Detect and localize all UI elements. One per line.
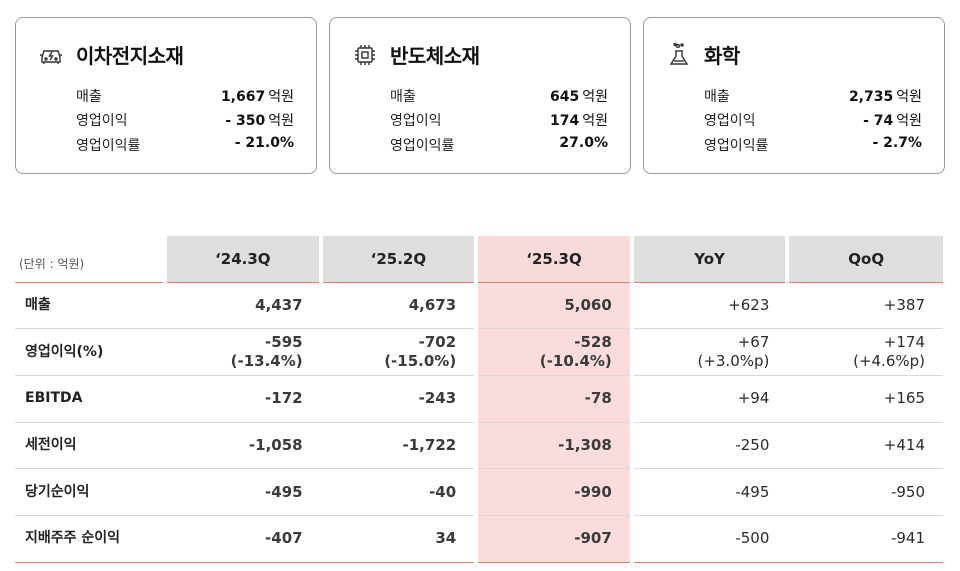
table-row: 매출 4,437 4,673 5,060 +623 +387 (15, 282, 943, 330)
table-cell: 4,673 (320, 282, 477, 330)
table-cell: -495 (165, 468, 321, 516)
card-row-operating-profit: 영업이익 - 74 억원 (704, 110, 922, 130)
row-value: - 350 억원 (225, 113, 294, 129)
row-label: 영업이익 (704, 113, 756, 129)
card-row-operating-margin: 영업이익률 - 2.7% (704, 135, 922, 155)
row-label: 매출 (76, 89, 102, 105)
table-cell: -1,058 (165, 422, 321, 470)
table-cell: -941 (787, 515, 943, 563)
card-row-operating-margin: 영업이익률 - 21.0% (76, 135, 294, 155)
table-cell: +414 (787, 422, 943, 470)
table-row: 당기순이익 -495 -40 -990 -495 -950 (15, 468, 943, 516)
row-label: 영업이익률 (390, 138, 455, 154)
table-cell: +94 (631, 375, 788, 423)
col-header-yoy: YoY (631, 236, 790, 283)
table-cell: +387 (787, 282, 943, 330)
col-header-24-3q: ‘24.3Q (165, 236, 323, 283)
table-cell: -950 (787, 468, 943, 516)
row-value: - 2.7% (872, 135, 922, 151)
table-cell: -243 (320, 375, 477, 423)
table-cell: -702 (-15.0%) (320, 328, 477, 376)
row-label: 매출 (390, 89, 416, 105)
card-row-revenue: 매출 1,667 억원 (76, 86, 294, 106)
flask-icon (669, 42, 689, 65)
row-value: 645 억원 (550, 89, 608, 105)
table-cell: -40 (320, 468, 477, 516)
chip-icon (355, 44, 375, 65)
table-cell: -1,722 (320, 422, 477, 470)
row-label: 영업이익률 (704, 138, 769, 154)
table-row: 영업이익(%) -595 (-13.4%) -702 (-15.0%) -528 (-10.… (15, 328, 943, 376)
row-label: 영업이익 (76, 113, 128, 129)
table-cell: -250 (631, 422, 788, 470)
table-cell: +174 (+4.6%p) (787, 328, 943, 376)
row-label: 지배주주 순이익 (15, 515, 165, 563)
table-row: 세전이익 -1,058 -1,722 -1,308 -250 +414 (15, 422, 943, 470)
segment-card-semiconductor: 반도체소재 매출 645 억원 영업이익 174 억원 영업이익률 27.0% (329, 17, 631, 174)
row-value: 2,735 억원 (848, 89, 922, 105)
card-title: 반도체소재 (390, 44, 480, 68)
unit-label: (단위 : 억원) (15, 236, 167, 283)
table-cell: -172 (165, 375, 321, 423)
card-row-operating-profit: 영업이익 174 억원 (390, 110, 608, 130)
row-value: 174 억원 (550, 113, 608, 129)
table-cell: -595 (-13.4%) (165, 328, 321, 376)
financial-table: (단위 : 억원) ‘24.3Q ‘25.2Q ‘25.3Q YoY QoQ 매… (15, 236, 943, 563)
table-row: 지배주주 순이익 -407 34 -907 -500 -941 (15, 515, 943, 563)
card-title: 화학 (704, 44, 740, 68)
row-value: - 21.0% (234, 135, 294, 151)
card-row-revenue: 매출 2,735 억원 (704, 86, 922, 106)
col-header-25-2q: ‘25.2Q (320, 236, 479, 283)
card-row-operating-margin: 영업이익률 27.0% (390, 135, 608, 155)
table-cell: 34 (320, 515, 477, 563)
row-label: 세전이익 (15, 422, 165, 470)
segment-card-chemical: 화학 매출 2,735 억원 영업이익 - 74 억원 영업이익률 - 2.7% (643, 17, 945, 174)
battery-car-icon (40, 49, 62, 64)
card-title: 이차전지소재 (76, 44, 184, 68)
row-label: 당기순이익 (15, 468, 165, 516)
table-cell: +67 (+3.0%p) (631, 328, 788, 376)
col-header-qoq: QoQ (787, 236, 943, 283)
table-cell: -500 (631, 515, 788, 563)
table-cell: -407 (165, 515, 321, 563)
row-value: - 74 억원 (863, 113, 922, 129)
row-label: 영업이익률 (76, 138, 141, 154)
segment-card-battery: 이차전지소재 매출 1,667 억원 영업이익 - 350 억원 영업이익률 - 2… (15, 17, 317, 174)
table-cell: -495 (631, 468, 788, 516)
table-cell: -907 (474, 515, 634, 563)
col-header-25-3q: ‘25.3Q (476, 236, 634, 283)
table-header-row: (단위 : 억원) ‘24.3Q ‘25.2Q ‘25.3Q YoY QoQ (15, 236, 943, 283)
table-row: EBITDA -172 -243 -78 +94 +165 (15, 375, 943, 423)
row-value: 1,667 억원 (220, 89, 294, 105)
row-value: 27.0% (559, 135, 608, 151)
row-label: EBITDA (15, 375, 165, 423)
card-row-operating-profit: 영업이익 - 350 억원 (76, 110, 294, 130)
table-cell: +623 (631, 282, 788, 330)
table-cell: -990 (474, 468, 634, 516)
table-cell: 4,437 (165, 282, 321, 330)
table-cell: -78 (474, 375, 634, 423)
card-row-revenue: 매출 645 억원 (390, 86, 608, 106)
row-label: 영업이익 (390, 113, 442, 129)
table-cell: -1,308 (474, 422, 634, 470)
table-cell: 5,060 (474, 282, 634, 330)
row-label: 영업이익(%) (15, 328, 165, 376)
row-label: 매출 (15, 282, 165, 330)
table-cell: -528 (-10.4%) (474, 328, 634, 376)
row-label: 매출 (704, 89, 730, 105)
table-cell: +165 (787, 375, 943, 423)
